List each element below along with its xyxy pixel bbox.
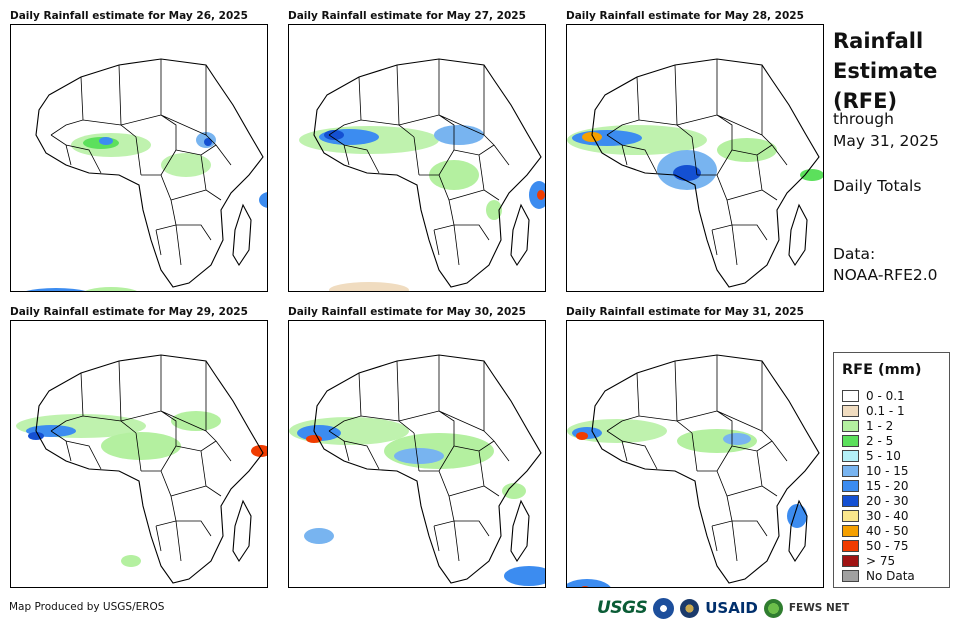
legend-label: 50 - 75 (866, 539, 909, 553)
map-panel-may-29: Daily Rainfall estimate for May 29, 2025 (10, 306, 268, 591)
legend-item: 40 - 50 (842, 524, 909, 538)
africa-map-svg (567, 321, 823, 587)
rainfall-overlay (289, 417, 545, 586)
legend-item: 0.1 - 1 (842, 404, 905, 418)
rainfall-map (288, 320, 546, 588)
legend-label: 40 - 50 (866, 524, 909, 538)
rainfall-overlay (16, 411, 267, 567)
sidebar-data-label: Data: (833, 245, 876, 263)
legend-swatch (842, 405, 859, 417)
legend-swatch (842, 435, 859, 447)
map-panel-may-27: Daily Rainfall estimate for May 27, 2025 (288, 10, 546, 295)
sidebar-data-source: NOAA-RFE2.0 (833, 266, 938, 284)
legend-label: 30 - 40 (866, 509, 909, 523)
legend-swatch (842, 570, 859, 582)
africa-map-svg (567, 25, 823, 288)
legend-title: RFE (mm) (842, 362, 922, 378)
rainfall-map (566, 24, 824, 292)
map-panel-may-30: Daily Rainfall estimate for May 30, 2025 (288, 306, 546, 591)
noaa-logo (653, 597, 675, 619)
map-credit: Map Produced by USGS/EROS (9, 601, 165, 613)
legend-swatch (842, 540, 859, 552)
sidebar-totals-label: Daily Totals (833, 177, 922, 195)
legend-label: > 75 (866, 554, 896, 568)
rainfall-overlay (26, 132, 267, 291)
legend-item: > 75 (842, 554, 895, 568)
panel-title: Daily Rainfall estimate for May 31, 2025 (566, 306, 804, 318)
usgs-logo: USGS (597, 598, 648, 618)
legend-label: 20 - 30 (866, 494, 909, 508)
legend-item: 5 - 10 (842, 449, 901, 463)
legend-label: 10 - 15 (866, 464, 909, 478)
africa-map-svg (11, 321, 267, 584)
legend-swatch (842, 450, 859, 462)
legend-label: No Data (866, 569, 915, 583)
fews-net-logo: FEWS NET (788, 602, 850, 614)
rainfall-map (10, 320, 268, 588)
rainfall-overlay (299, 125, 545, 291)
legend-swatch (842, 525, 859, 537)
legend-item: 15 - 20 (842, 479, 909, 493)
legend-item: 1 - 2 (842, 419, 893, 433)
panel-title: Daily Rainfall estimate for May 27, 2025 (288, 10, 526, 22)
panel-title: Daily Rainfall estimate for May 26, 2025 (10, 10, 248, 22)
africa-map-svg (289, 25, 545, 291)
legend-item: 50 - 75 (842, 539, 909, 553)
sidebar-title: Rainfall Estimate (RFE) (833, 29, 938, 113)
fews-net-globe-icon (763, 598, 783, 618)
sidebar-end-date: May 31, 2025 (833, 132, 939, 150)
panel-title: Daily Rainfall estimate for May 28, 2025 (566, 10, 804, 22)
panel-title: Daily Rainfall estimate for May 30, 2025 (288, 306, 526, 318)
map-panel-may-28: Daily Rainfall estimate for May 28, 2025 (566, 10, 824, 295)
rainfall-overlay (567, 419, 807, 587)
legend-label: 0 - 0.1 (866, 389, 905, 403)
legend-swatch (842, 390, 859, 402)
legend-swatch (842, 420, 859, 432)
legend-label: 1 - 2 (866, 419, 894, 433)
map-panel-may-31: Daily Rainfall estimate for May 31, 2025 (566, 306, 824, 591)
rainfall-map (566, 320, 824, 588)
legend-swatch (842, 465, 859, 477)
legend-swatch (842, 480, 859, 492)
africa-map-svg (11, 25, 267, 291)
panel-title: Daily Rainfall estimate for May 29, 2025 (10, 306, 248, 318)
africa-map-svg (289, 321, 545, 586)
legend-item: 30 - 40 (842, 509, 909, 523)
map-panel-may-26: Daily Rainfall estimate for May 26, 2025 (10, 10, 268, 295)
legend-swatch (842, 510, 859, 522)
rainfall-map (10, 24, 268, 292)
legend-item: 20 - 30 (842, 494, 909, 508)
sidebar-through-label: through (833, 110, 894, 128)
legend-swatch (842, 495, 859, 507)
legend-swatch (842, 555, 859, 567)
legend-item: 2 - 5 (842, 434, 893, 448)
legend-item: 0 - 0.1 (842, 389, 905, 403)
legend-label: 0.1 - 1 (866, 404, 905, 418)
rainfall-map (288, 24, 546, 292)
state-department-seal-icon (680, 598, 700, 618)
agency-logos: USGS USAID FEWS NET (597, 596, 849, 620)
legend-item: No Data (842, 569, 915, 583)
legend-label: 5 - 10 (866, 449, 901, 463)
usaid-logo: USAID (705, 599, 758, 617)
legend-label: 15 - 20 (866, 479, 909, 493)
legend-item: 10 - 15 (842, 464, 909, 478)
legend-label: 2 - 5 (866, 434, 894, 448)
